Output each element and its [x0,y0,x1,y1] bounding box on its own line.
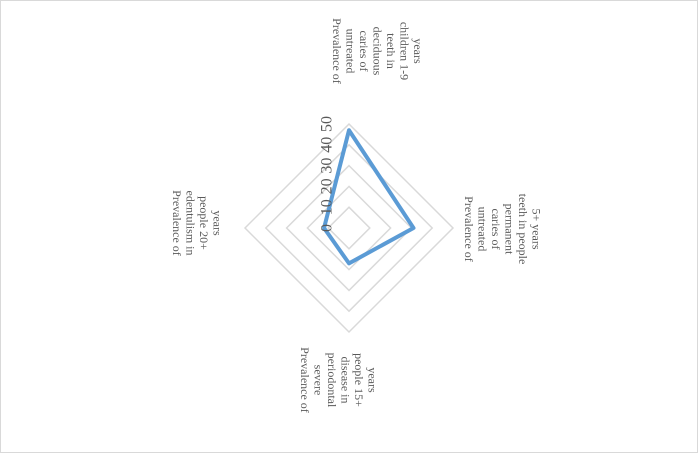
grid-ring-20 [306,185,392,271]
axis-label-line: years [411,38,425,64]
axis-label-line: caries of [357,31,371,72]
axis-label-line: Prevalence of [298,347,312,413]
radial-tick-labels: 0 10 20 30 40 50 [319,116,336,232]
tick-label-0: 0 [319,224,336,232]
axis-label-line: caries of [489,209,503,250]
grid-ring-30 [285,164,413,292]
axis-label-line: edentulism in [184,191,198,256]
axis-label-4: Prevalence of edentulism in people 20+ year… [170,190,225,256]
axis-label-line: Prevalence of [170,190,184,256]
axis-label-line: Prevalence of [462,196,476,262]
axis-label-line: deciduous [371,27,385,76]
grid-ring-40 [264,143,434,313]
axis-label-line: severe [312,365,326,396]
radar-series [322,128,416,266]
axis-label-line: permanent [503,204,517,255]
axis-label-1: Prevalence of untreated caries of deciduous… [330,18,425,84]
axis-label-line: people 20+ [197,196,211,250]
axis-label-line: disease in [339,357,353,404]
series-line-0 [322,128,416,266]
axis-label-line: years [211,210,225,236]
radar-grid [243,122,455,334]
tick-label-30: 30 [319,158,336,174]
tick-label-20: 20 [319,178,336,194]
axis-label-line: untreated [476,207,490,252]
axis-label-line: untreated [344,29,358,74]
axis-label-line: periodontal [325,353,339,408]
axis-label-3: Prevalence of severe periodontal disease in… [298,347,380,413]
axis-label-2: Prevalence of untreated caries of permanent… [462,194,544,265]
axis-label-line: teeth in people [516,194,530,265]
axis-label-line: Prevalence of [330,18,344,84]
tick-label-40: 40 [319,137,336,153]
axis-label-line: people 15+ [352,353,366,407]
axis-label-line: teeth in [384,33,398,69]
axis-label-line: children 1-9 [398,22,412,80]
axis-label-line: 5+ years [530,208,544,249]
grid-ring-50 [243,122,455,334]
axis-labels: Prevalence of untreated caries of deciduous… [170,18,544,413]
axis-label-line: years [366,367,380,393]
tick-label-10: 10 [319,199,336,215]
tick-label-50: 50 [319,116,336,132]
grid-ring-10 [327,206,371,250]
